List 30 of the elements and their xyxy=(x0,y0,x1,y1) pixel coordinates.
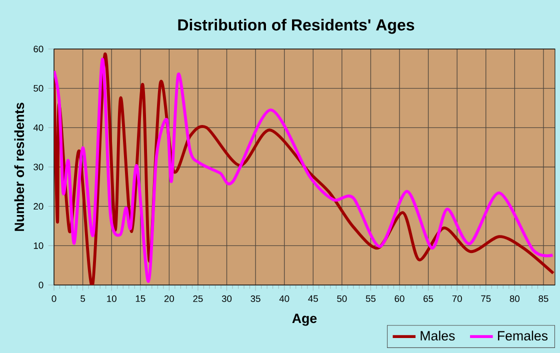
x-tick-label: 75 xyxy=(481,295,491,302)
x-axis-title: Age xyxy=(292,314,317,326)
y-tick-label: 10 xyxy=(34,242,44,249)
x-tick-label: 65 xyxy=(424,295,434,302)
x-tick-label: 50 xyxy=(337,295,347,302)
x-tick-label: 20 xyxy=(164,295,174,302)
x-tick-label: 70 xyxy=(452,295,462,302)
x-tick-label: 10 xyxy=(107,295,116,302)
y-tick-label: 0 xyxy=(38,282,44,288)
legend-label: Females xyxy=(498,330,548,340)
y-tick-label: 30 xyxy=(34,164,44,170)
y-tick-label: 60 xyxy=(34,46,44,52)
x-tick-label: 40 xyxy=(279,295,290,302)
x-tick-label: 85 xyxy=(538,295,548,302)
x-tick-label: 5 xyxy=(80,295,85,302)
x-tick-label: 60 xyxy=(394,295,404,302)
x-tick-label: 35 xyxy=(250,295,260,302)
x-tick-label: 0 xyxy=(52,295,56,302)
x-tick-label: 80 xyxy=(510,295,520,302)
legend-label: Males xyxy=(420,330,455,340)
y-tick-label: 20 xyxy=(34,203,44,210)
y-axis-title: Number of residents xyxy=(14,102,24,231)
x-tick-label: 45 xyxy=(308,295,318,302)
y-tick-label: 50 xyxy=(34,85,44,92)
x-tick-label: 30 xyxy=(222,295,232,302)
x-tick-label: 15 xyxy=(136,295,146,302)
chart-title: Distribution of Residents' Ages xyxy=(178,18,414,34)
x-tick-label: 55 xyxy=(366,295,376,302)
x-tick-label: 25 xyxy=(193,295,203,302)
y-tick-label: 40 xyxy=(33,124,44,131)
